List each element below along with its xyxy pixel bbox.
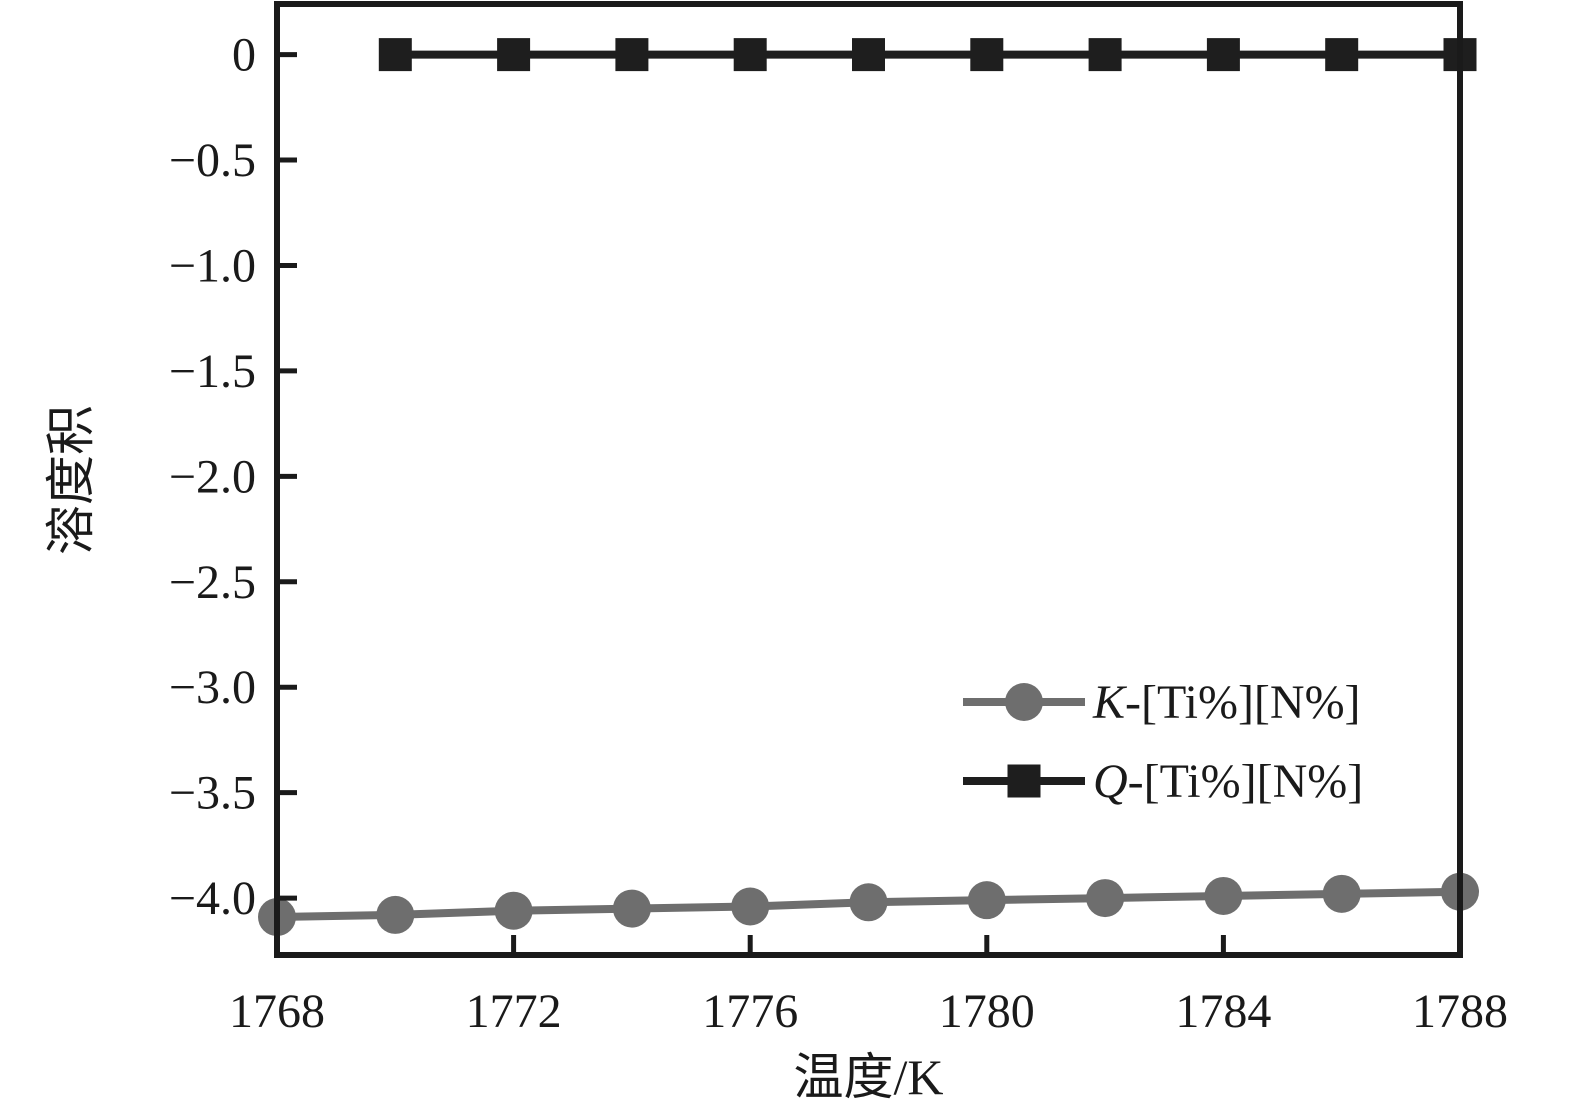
legend: K-[Ti%][N%] Q-[Ti%][N%] — [963, 676, 1363, 808]
legend-label-k: K-[Ti%][N%] — [1092, 676, 1361, 729]
x-tick-label: 1788 — [1412, 985, 1508, 1038]
series-q-point — [1088, 38, 1122, 72]
legend-marker-q — [1007, 764, 1041, 798]
tick-labels-layer: 0 −0.5 −1.0 −1.5 −2.0 −2.5 −3.0 −3.5 −4.0 1768 177… — [169, 29, 1508, 1038]
x-tick-label: 1780 — [939, 985, 1035, 1038]
series-q-point — [378, 38, 412, 72]
series-q-point — [733, 38, 767, 72]
series-k-point — [376, 895, 415, 934]
legend-marker-k — [1005, 683, 1043, 721]
x-tick-label: 1772 — [466, 985, 562, 1038]
series-k-point — [849, 883, 888, 922]
y-tick-label: −0.5 — [169, 134, 256, 187]
x-axis-title: 温度/K — [794, 1049, 944, 1105]
axis-ticks-layer — [277, 52, 1463, 955]
series-q-point — [497, 38, 531, 72]
series-k-point — [612, 889, 651, 928]
series-k-point — [1322, 874, 1361, 913]
series-layer — [258, 38, 1479, 937]
series-q-point — [615, 38, 649, 72]
axis-titles-layer: 温度/K 溶度积 — [43, 405, 944, 1105]
x-tick-label: 1784 — [1175, 985, 1271, 1038]
y-tick-label: 0 — [232, 29, 256, 82]
x-tick-label: 1768 — [229, 985, 325, 1038]
y-tick-label: −2.5 — [169, 556, 256, 609]
plot-frame-layer — [274, 1, 1463, 958]
series-q-point — [852, 38, 885, 72]
y-tick-label: −3.5 — [169, 767, 256, 820]
y-tick-label: −2.0 — [169, 450, 256, 503]
x-tick-label: 1776 — [702, 985, 798, 1038]
series-q-point — [1325, 38, 1359, 72]
y-axis-title: 溶度积 — [43, 405, 99, 555]
y-tick-label: −1.0 — [169, 239, 256, 292]
y-tick-label: −4.0 — [169, 872, 256, 925]
legend-label-q: Q-[Ti%][N%] — [1093, 755, 1363, 808]
series-k-point — [967, 881, 1006, 920]
y-tick-label: −1.5 — [169, 345, 256, 398]
y-tick-label: −3.0 — [169, 661, 256, 714]
plot-frame — [274, 1, 1463, 958]
series-k-point — [731, 887, 770, 926]
series-q-point — [970, 38, 1004, 72]
series-k-point — [1086, 879, 1125, 918]
series-q-point — [1206, 38, 1240, 72]
series-k-point — [1204, 876, 1243, 915]
series-k-point — [494, 891, 533, 930]
